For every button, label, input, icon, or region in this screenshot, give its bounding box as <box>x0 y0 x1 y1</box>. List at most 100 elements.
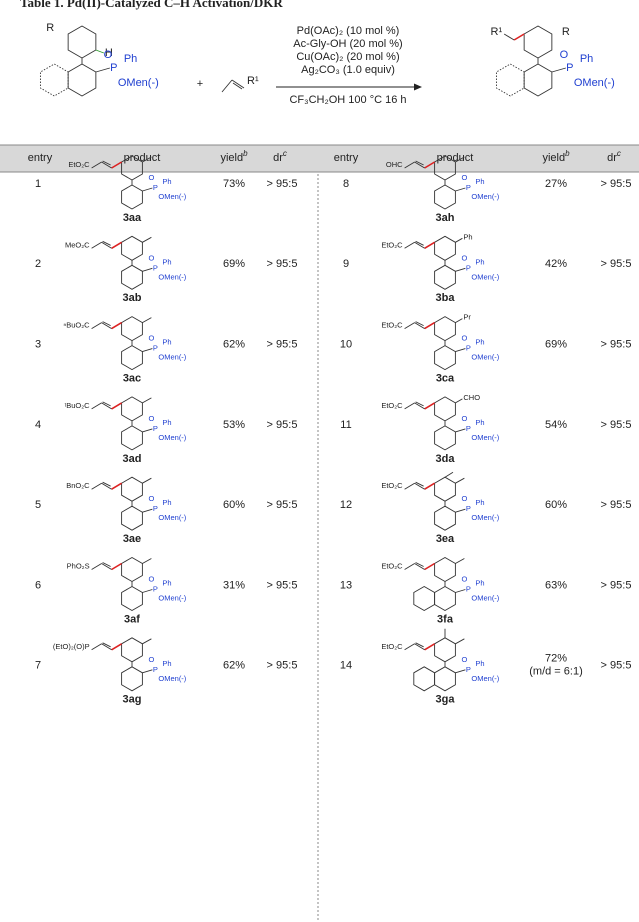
bond <box>455 429 465 432</box>
compound-id: 3ag <box>123 694 142 706</box>
bond <box>142 559 151 564</box>
ring <box>435 397 456 421</box>
bond <box>112 483 122 489</box>
atom-label: Ph <box>162 177 171 186</box>
atom-label: P <box>153 183 158 192</box>
entry-number: 8 <box>343 178 349 190</box>
header-text: yield <box>220 152 243 164</box>
ring <box>524 64 552 96</box>
substituent-label: R¹ <box>491 26 503 38</box>
atom-label: Ph <box>162 498 171 507</box>
bond <box>504 34 514 40</box>
entry-number: 7 <box>35 660 41 672</box>
bond <box>142 429 152 432</box>
dr: > 95:5 <box>267 499 298 511</box>
ring <box>40 64 68 96</box>
bond <box>142 478 151 483</box>
plus-sign: + <box>197 78 203 90</box>
yield: 54% <box>545 419 567 431</box>
yield-note: (m/d = 6:1) <box>529 666 583 678</box>
yield: 72% <box>545 653 567 665</box>
bond <box>142 509 152 512</box>
atom-label: Ph <box>475 418 484 427</box>
ring <box>435 346 456 370</box>
bond <box>112 564 122 570</box>
yield: 31% <box>223 579 245 591</box>
atom-label: Ph <box>475 578 484 587</box>
entry-number: 12 <box>340 499 352 511</box>
atom-label: OMen(-) <box>471 272 499 281</box>
bond <box>425 403 435 409</box>
yield: 42% <box>545 258 567 270</box>
atom-label: P <box>466 263 471 272</box>
atom-label: OMen(-) <box>158 353 186 362</box>
entry-number: 2 <box>35 258 41 270</box>
yield: 27% <box>545 178 567 190</box>
ring <box>414 587 435 611</box>
substituent-label: R <box>562 26 570 38</box>
substituent-label: EtO₂C <box>381 642 403 651</box>
atom-label: Ph <box>580 53 593 65</box>
atom-label: O <box>461 173 467 182</box>
bond <box>222 80 232 92</box>
ring <box>122 587 143 611</box>
atom-label: OMen(-) <box>158 674 186 683</box>
entry-number: 3 <box>35 339 41 351</box>
dr: > 95:5 <box>267 178 298 190</box>
substituent-label: PhO₂S <box>67 561 90 570</box>
bond <box>445 472 453 477</box>
ring <box>435 558 456 582</box>
substituent-label: MeO₂C <box>65 240 90 249</box>
bond <box>455 399 462 403</box>
substituent-label: EtO₂C <box>381 561 403 570</box>
atom-label: OMen(-) <box>471 433 499 442</box>
ring <box>435 317 456 341</box>
bond <box>92 323 102 329</box>
bond <box>455 478 464 483</box>
bond <box>142 318 151 323</box>
bond <box>405 403 415 409</box>
atom-label: P <box>466 424 471 433</box>
footnote-mark: b <box>243 149 248 158</box>
ring <box>122 638 143 662</box>
ring <box>435 426 456 450</box>
bond <box>142 237 151 242</box>
atom-label: P <box>466 584 471 593</box>
dr: > 95:5 <box>601 339 632 351</box>
ring <box>122 317 143 341</box>
substituent-label: R <box>46 22 54 34</box>
yield: 63% <box>545 579 567 591</box>
bond <box>425 644 435 650</box>
bond <box>425 323 435 329</box>
entry-number: 5 <box>35 499 41 511</box>
dr: > 95:5 <box>267 419 298 431</box>
ring <box>122 346 143 370</box>
atom-label: OMen(-) <box>118 77 159 89</box>
condition: Ac-Gly-OH (20 mol %) <box>293 38 402 50</box>
ring <box>435 185 456 209</box>
condition: Ag₂CO₃ (1.0 equiv) <box>301 64 395 76</box>
dr: > 95:5 <box>601 499 632 511</box>
entry-number: 9 <box>343 258 349 270</box>
atom-label: P <box>153 665 158 674</box>
bond <box>455 639 464 644</box>
compound-id: 3aa <box>123 212 142 224</box>
ring <box>122 558 143 582</box>
atom-label: Ph <box>162 257 171 266</box>
substituent-label: EtO₂C <box>381 481 403 490</box>
bond <box>112 403 122 409</box>
bond <box>112 242 122 248</box>
ring <box>122 477 143 501</box>
substituent-label: BnO₂C <box>66 481 90 490</box>
bond <box>92 644 102 650</box>
atom-label: OMen(-) <box>471 593 499 602</box>
atom-label: OMen(-) <box>158 433 186 442</box>
atom-label: P <box>153 263 158 272</box>
atom-label: OMen(-) <box>158 272 186 281</box>
atom-label: P <box>153 584 158 593</box>
bond <box>142 268 152 271</box>
bond <box>455 509 465 512</box>
atom-label: OMen(-) <box>471 192 499 201</box>
substituent-label: EtO₂C <box>381 401 403 410</box>
bond <box>425 242 435 248</box>
